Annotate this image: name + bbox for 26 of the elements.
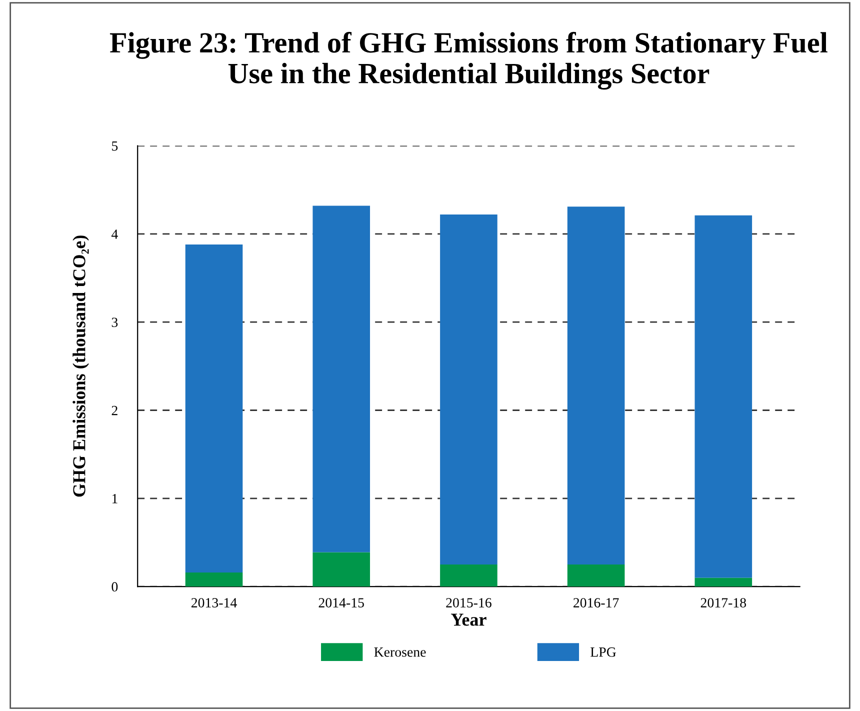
y-tick-label: 5 [112, 141, 118, 151]
bar [694, 215, 752, 578]
x-tick-label: 2017-18 [700, 598, 746, 608]
bar [440, 214, 498, 565]
bar [567, 206, 625, 565]
bar [185, 572, 243, 587]
x-axis-title: Year [450, 614, 486, 626]
bar [312, 206, 370, 552]
bar [440, 564, 498, 587]
legend-label: LPG [590, 647, 616, 657]
bar [567, 564, 625, 587]
bar [694, 578, 752, 587]
bar [185, 244, 243, 572]
legend-label: Kerosene [374, 648, 426, 657]
y-tick-label: 2 [112, 406, 118, 416]
y-tick-label: 0 [112, 582, 118, 592]
chart-title: Figure 23: Trend of GHG Emissions from Stationary Fuel Use in the Residential Buildings Sector [110, 32, 828, 90]
x-tick-label: 2016-17 [574, 598, 619, 608]
x-tick-label: 2013-14 [191, 598, 237, 608]
y-tick-label: 4 [111, 230, 118, 239]
y-tick-label: 3 [112, 318, 118, 328]
y-tick-label: 1 [112, 494, 118, 504]
y-axis-title: GHG Emissions (thousand tCO₂e) [72, 236, 89, 497]
x-tick-label: 2014-15 [318, 598, 364, 608]
bar [312, 552, 370, 587]
x-tick-label: 2015-16 [446, 598, 492, 608]
